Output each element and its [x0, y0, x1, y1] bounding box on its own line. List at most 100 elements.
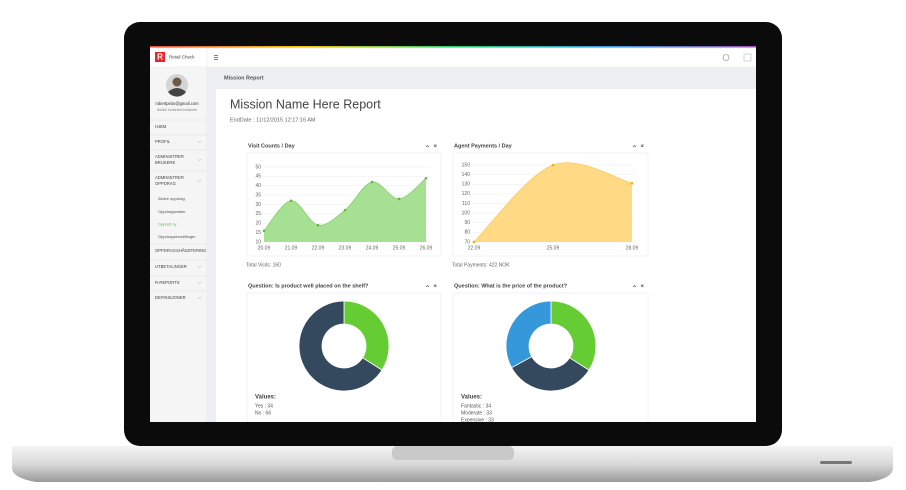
- menu-item[interactable]: BRUKERE: [155, 160, 175, 165]
- settings-icon[interactable]: [743, 53, 752, 62]
- point: [551, 163, 555, 167]
- legend-entry: Moderate : 33: [461, 410, 492, 416]
- y-tick-label: 40: [255, 183, 261, 189]
- x-tick-label: 22.09: [468, 245, 481, 251]
- y-tick-label: 45: [255, 174, 261, 180]
- point: [472, 240, 476, 244]
- y-tick-label: 20: [255, 221, 261, 227]
- globe-icon[interactable]: [722, 54, 730, 61]
- point: [370, 180, 374, 184]
- legend-entry: Yes : 34: [255, 403, 273, 409]
- logo-letter: R: [157, 53, 163, 62]
- menu-item[interactable]: DEFINISJONER: [155, 295, 186, 300]
- close-icon[interactable]: [640, 144, 644, 148]
- area: [474, 162, 632, 242]
- menu-toggle[interactable]: [214, 55, 218, 60]
- point: [316, 223, 320, 227]
- chart-title: Agent Payments / Day: [454, 143, 513, 149]
- menu-item[interactable]: ADMINISTRER: [155, 175, 184, 180]
- y-tick-label: 80: [464, 230, 470, 236]
- donut-slice: [343, 300, 390, 371]
- logo: [155, 52, 165, 62]
- chart-footer: Total Visits: 160: [246, 262, 281, 268]
- collapse-icon[interactable]: [632, 145, 637, 148]
- expand-icon: [197, 158, 202, 161]
- x-tick-label: 23.09: [339, 245, 352, 251]
- point: [343, 208, 347, 212]
- point: [289, 199, 293, 203]
- x-tick-label: 26.09: [420, 245, 433, 251]
- chart-footer: Total Payments: 422 NOK: [452, 262, 510, 268]
- avatar-body: [168, 88, 186, 97]
- close-icon[interactable]: [433, 284, 437, 288]
- user-role[interactable]: Butikk/ Innlandet/Innlandet: [157, 108, 197, 112]
- menu-item[interactable]: OPPDRAG: [155, 181, 176, 186]
- collapse-icon[interactable]: [425, 145, 430, 148]
- menu-item[interactable]: UTBETALINGER: [155, 264, 187, 269]
- y-tick-label: 15: [255, 230, 261, 236]
- expand-icon: [197, 140, 202, 143]
- y-tick-label: 25: [255, 211, 261, 217]
- expand-icon: [197, 265, 202, 268]
- donut-slice: [511, 356, 590, 392]
- menu-item[interactable]: PROFIL: [155, 139, 171, 144]
- submenu-item[interactable]: Aktive oppdrag: [158, 196, 185, 201]
- close-icon[interactable]: [640, 284, 644, 288]
- y-tick-label: 110: [462, 201, 470, 207]
- legend-entry: Fantastic : 34: [461, 403, 491, 409]
- x-tick-label: 22.09: [312, 245, 325, 251]
- y-tick-label: 35: [255, 192, 261, 198]
- brand: Retail Check: [169, 55, 195, 60]
- y-tick-label: 140: [462, 172, 471, 178]
- hinge-notch: [392, 446, 514, 460]
- collapse-icon[interactable]: [632, 285, 637, 288]
- y-tick-label: 70: [464, 239, 470, 245]
- menu-item[interactable]: R-REPORTS: [155, 280, 180, 285]
- screen: R Retail Check robertpinto@gmail.com But…: [150, 46, 756, 423]
- end-date: EndDate : 11/12/2015 12:17:16 AM: [230, 117, 316, 123]
- donut-slice: [550, 300, 597, 371]
- expand-icon: [197, 249, 202, 252]
- close-icon[interactable]: [433, 144, 437, 148]
- legend-entry: No : 66: [255, 410, 271, 416]
- user-email: robertpinto@gmail.com: [155, 101, 199, 106]
- x-tick-label: 21.09: [285, 245, 298, 251]
- point: [630, 181, 634, 185]
- chart-title: Question: Is product well placed on the …: [248, 283, 369, 289]
- legend-entry: Expensive : 33: [461, 417, 494, 423]
- submenu-item[interactable]: Opprett ny: [158, 221, 177, 226]
- menu-item[interactable]: OPPDRAGSHÅNDTERING: [155, 248, 206, 253]
- chart-title: Visit Counts / Day: [248, 143, 296, 149]
- menu-item[interactable]: ADMINISTRER: [155, 154, 184, 159]
- expand-icon: [197, 179, 202, 182]
- x-tick-label: 25.09: [547, 245, 560, 251]
- top-strip: [150, 46, 756, 48]
- y-tick-label: 130: [462, 182, 471, 188]
- sidebar: [150, 67, 207, 422]
- point: [397, 197, 401, 201]
- donut-slice: [505, 300, 552, 369]
- laptop-base: [12, 446, 893, 482]
- top-bar: [150, 47, 756, 68]
- x-tick-label: 20.09: [258, 245, 271, 251]
- expand-icon: [197, 281, 202, 284]
- menu-item[interactable]: HJEM: [155, 124, 167, 129]
- y-tick-label: 150: [462, 162, 471, 168]
- report-title: Mission Name Here Report: [230, 97, 381, 111]
- breadcrumb-bar: [207, 67, 756, 88]
- avatar-head: [172, 77, 182, 87]
- point: [262, 229, 266, 233]
- submenu-item[interactable]: Oppdragsinnstillinger: [158, 234, 196, 239]
- slot: [820, 461, 852, 464]
- breadcrumb: Mission Report: [224, 75, 264, 81]
- submenu-item[interactable]: Oppdragsmaler: [158, 209, 186, 214]
- chart-title: Question: What is the price of the produ…: [454, 283, 568, 289]
- x-tick-label: 25.09: [393, 245, 406, 251]
- collapse-icon[interactable]: [425, 285, 430, 288]
- y-tick-label: 10: [255, 239, 261, 245]
- x-tick-label: 24.09: [366, 245, 379, 251]
- y-tick-label: 120: [462, 191, 471, 197]
- y-tick-label: 90: [464, 220, 470, 226]
- y-tick-label: 50: [255, 164, 261, 170]
